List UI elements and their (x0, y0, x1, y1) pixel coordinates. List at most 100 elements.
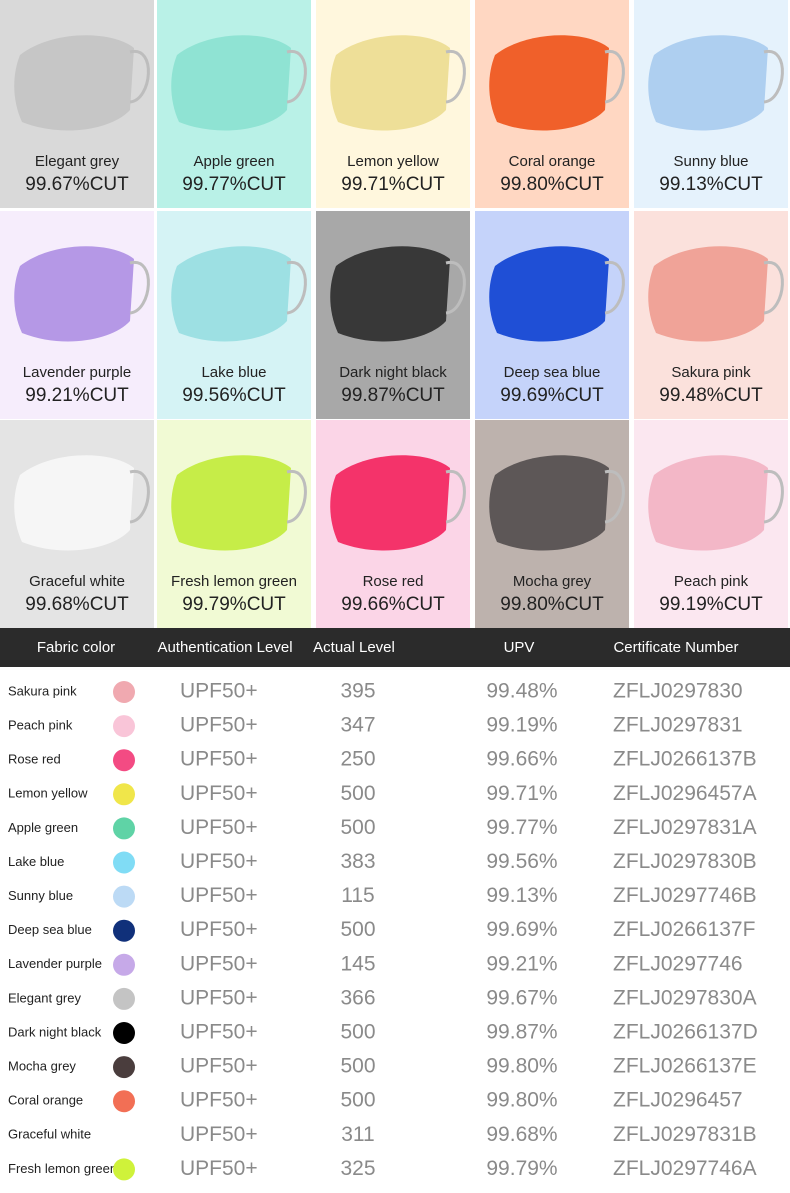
row-level: UPF50+ (180, 680, 258, 703)
row-name: Rose red (8, 752, 61, 767)
row-upv: 99.66% (486, 748, 557, 771)
row-actual: 500 (340, 782, 375, 805)
row-upv: 99.69% (486, 918, 557, 941)
row-upv: 99.79% (486, 1157, 557, 1180)
row-level: UPF50+ (180, 1089, 258, 1112)
row-name: Peach pink (8, 718, 73, 733)
color-swatch (113, 749, 135, 772)
mask-illustration (330, 455, 450, 551)
ear-loop (129, 470, 150, 524)
tile-name: Deep sea blue (504, 364, 601, 381)
ear-loop (286, 261, 307, 315)
tile-cut: 99.80%CUT (500, 174, 604, 195)
ear-loop (445, 470, 466, 524)
mask-illustration (171, 246, 291, 342)
tile-name: Sunny blue (673, 153, 748, 170)
row-level: UPF50+ (180, 1055, 258, 1078)
row-actual: 395 (340, 680, 375, 703)
mask-illustration (14, 35, 134, 131)
ear-loop (129, 261, 150, 315)
row-actual: 250 (340, 748, 375, 771)
row-upv: 99.80% (486, 1089, 557, 1112)
tile-name: Lavender purple (23, 364, 131, 381)
row-actual: 145 (340, 952, 375, 975)
table-header-bar (0, 628, 790, 667)
mask-illustration (330, 35, 450, 131)
row-level: UPF50+ (180, 714, 258, 737)
ear-loop (445, 50, 466, 104)
row-cert: ZFLJ0297830A (613, 986, 757, 1009)
color-swatch (113, 817, 135, 840)
row-level: UPF50+ (180, 1021, 258, 1044)
table-header-cell: Fabric color (37, 639, 115, 656)
tile-name: Sakura pink (671, 364, 751, 381)
row-level: UPF50+ (180, 782, 258, 805)
row-name: Graceful white (8, 1127, 91, 1142)
row-actual: 115 (341, 884, 374, 907)
tile-cut: 99.56%CUT (182, 385, 286, 406)
mask-illustration (14, 246, 134, 342)
row-name: Dark night black (8, 1024, 102, 1039)
row-level: UPF50+ (180, 1157, 258, 1180)
row-actual: 347 (340, 714, 375, 737)
row-upv: 99.80% (486, 1055, 557, 1078)
color-swatch (113, 987, 135, 1010)
row-name: Lake blue (8, 854, 64, 869)
row-cert: ZFLJ0297831 (613, 714, 743, 737)
row-upv: 99.48% (486, 680, 557, 703)
row-actual: 500 (340, 1055, 375, 1078)
table-header-cell: Certificate Number (613, 639, 738, 656)
row-upv: 99.67% (486, 986, 557, 1009)
tile-name: Fresh lemon green (171, 573, 297, 590)
row-cert: ZFLJ0296457A (613, 782, 757, 805)
row-name: Apple green (8, 820, 78, 835)
row-cert: ZFLJ0297746B (613, 884, 757, 907)
row-cert: ZFLJ0297831A (613, 816, 757, 839)
row-cert: ZFLJ0297830 (613, 680, 743, 703)
row-name: Deep sea blue (8, 922, 92, 937)
row-level: UPF50+ (180, 748, 258, 771)
row-actual: 500 (340, 816, 375, 839)
row-name: Sakura pink (8, 683, 77, 698)
ear-loop (129, 50, 150, 104)
row-upv: 99.68% (486, 1123, 557, 1146)
color-swatch (113, 715, 135, 738)
table-header-cell: UPV (504, 639, 535, 656)
mask-illustration (171, 35, 291, 131)
tile-cut: 99.13%CUT (659, 174, 763, 195)
color-swatch (113, 1124, 135, 1147)
row-cert: ZFLJ0297831B (613, 1123, 757, 1146)
tile-name: Apple green (194, 153, 275, 170)
table-header-cell: Authentication Level (157, 639, 292, 656)
tile-name: Rose red (363, 573, 424, 590)
tile-cut: 99.87%CUT (341, 385, 445, 406)
tile-cut: 99.21%CUT (25, 385, 129, 406)
color-swatch (113, 953, 135, 976)
tile-name: Coral orange (509, 153, 596, 170)
row-upv: 99.87% (486, 1021, 557, 1044)
row-upv: 99.13% (486, 884, 557, 907)
row-name: Mocha grey (8, 1059, 76, 1074)
mask-illustration (648, 35, 768, 131)
row-level: UPF50+ (180, 1123, 258, 1146)
row-upv: 99.19% (486, 714, 557, 737)
tile-cut: 99.71%CUT (341, 174, 445, 195)
row-actual: 366 (340, 986, 375, 1009)
ear-loop (763, 50, 784, 104)
row-upv: 99.56% (486, 850, 557, 873)
mask-illustration (648, 246, 768, 342)
row-cert: ZFLJ0297746 (613, 952, 743, 975)
ear-loop (445, 261, 466, 315)
row-level: UPF50+ (180, 918, 258, 941)
tile-name: Peach pink (674, 573, 749, 590)
color-swatch (113, 885, 135, 908)
color-swatch (113, 1022, 135, 1044)
tile-cut: 99.67%CUT (25, 174, 129, 195)
mask-illustration (171, 455, 291, 551)
tile-cut: 99.79%CUT (182, 594, 286, 615)
tile-name: Elegant grey (35, 153, 120, 170)
mask-illustration (648, 455, 768, 551)
row-cert: ZFLJ0266137E (613, 1055, 757, 1078)
mask-illustration (489, 246, 609, 342)
